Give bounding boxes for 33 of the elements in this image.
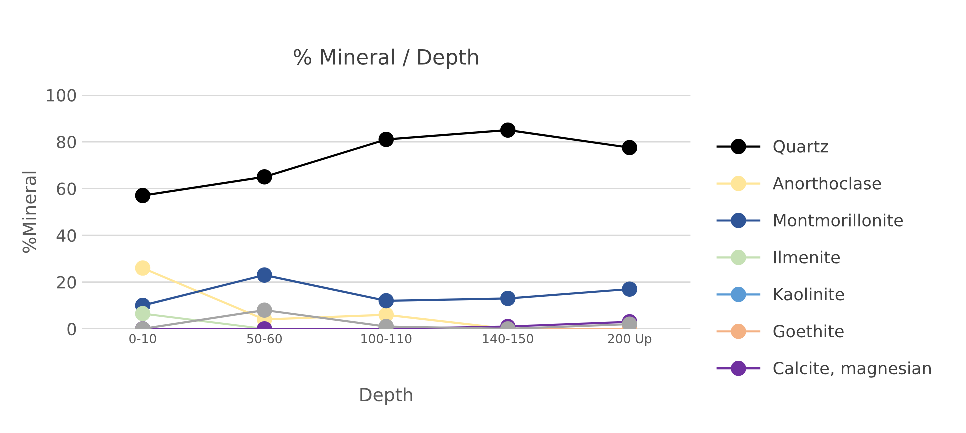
point bbox=[500, 291, 516, 306]
point bbox=[378, 132, 394, 148]
point bbox=[622, 140, 638, 156]
legend-label: Calcite, magnesian bbox=[774, 362, 932, 378]
y-tick-label: 40 bbox=[56, 230, 76, 242]
legend-label: Anorthoclase bbox=[772, 176, 882, 190]
legend-label: Ilmenite bbox=[774, 250, 840, 264]
point bbox=[257, 169, 272, 185]
y-axis-title: %Mineral bbox=[22, 172, 36, 254]
x-tick-label: 0-10 bbox=[130, 334, 156, 344]
point bbox=[500, 122, 516, 138]
point bbox=[257, 302, 272, 318]
y-tick-label: 100 bbox=[47, 89, 76, 102]
point bbox=[135, 260, 151, 276]
chart-title: % Mineral / Depth bbox=[294, 48, 478, 70]
legend-label: Montmorillonite bbox=[774, 214, 904, 227]
x-tick-label: 200 Up bbox=[608, 334, 652, 346]
x-tick-label: 140-150 bbox=[483, 334, 534, 344]
point bbox=[135, 188, 151, 204]
point bbox=[622, 282, 638, 297]
y-tick-label: 80 bbox=[57, 136, 76, 149]
legend-label: Goethite bbox=[774, 324, 844, 338]
y-tick-label: 20 bbox=[57, 276, 76, 289]
y-tick-label: 60 bbox=[57, 182, 76, 196]
y-tick-label: 0 bbox=[68, 323, 76, 336]
legend-label: Quartz bbox=[774, 140, 828, 155]
x-axis-title: Depth bbox=[360, 388, 412, 406]
legend-label: Kaolinite bbox=[774, 288, 844, 301]
x-tick-label: 50-60 bbox=[247, 334, 282, 344]
point bbox=[378, 293, 394, 309]
point bbox=[257, 268, 272, 283]
point bbox=[135, 306, 151, 322]
x-tick-label: 100-110 bbox=[362, 334, 412, 344]
